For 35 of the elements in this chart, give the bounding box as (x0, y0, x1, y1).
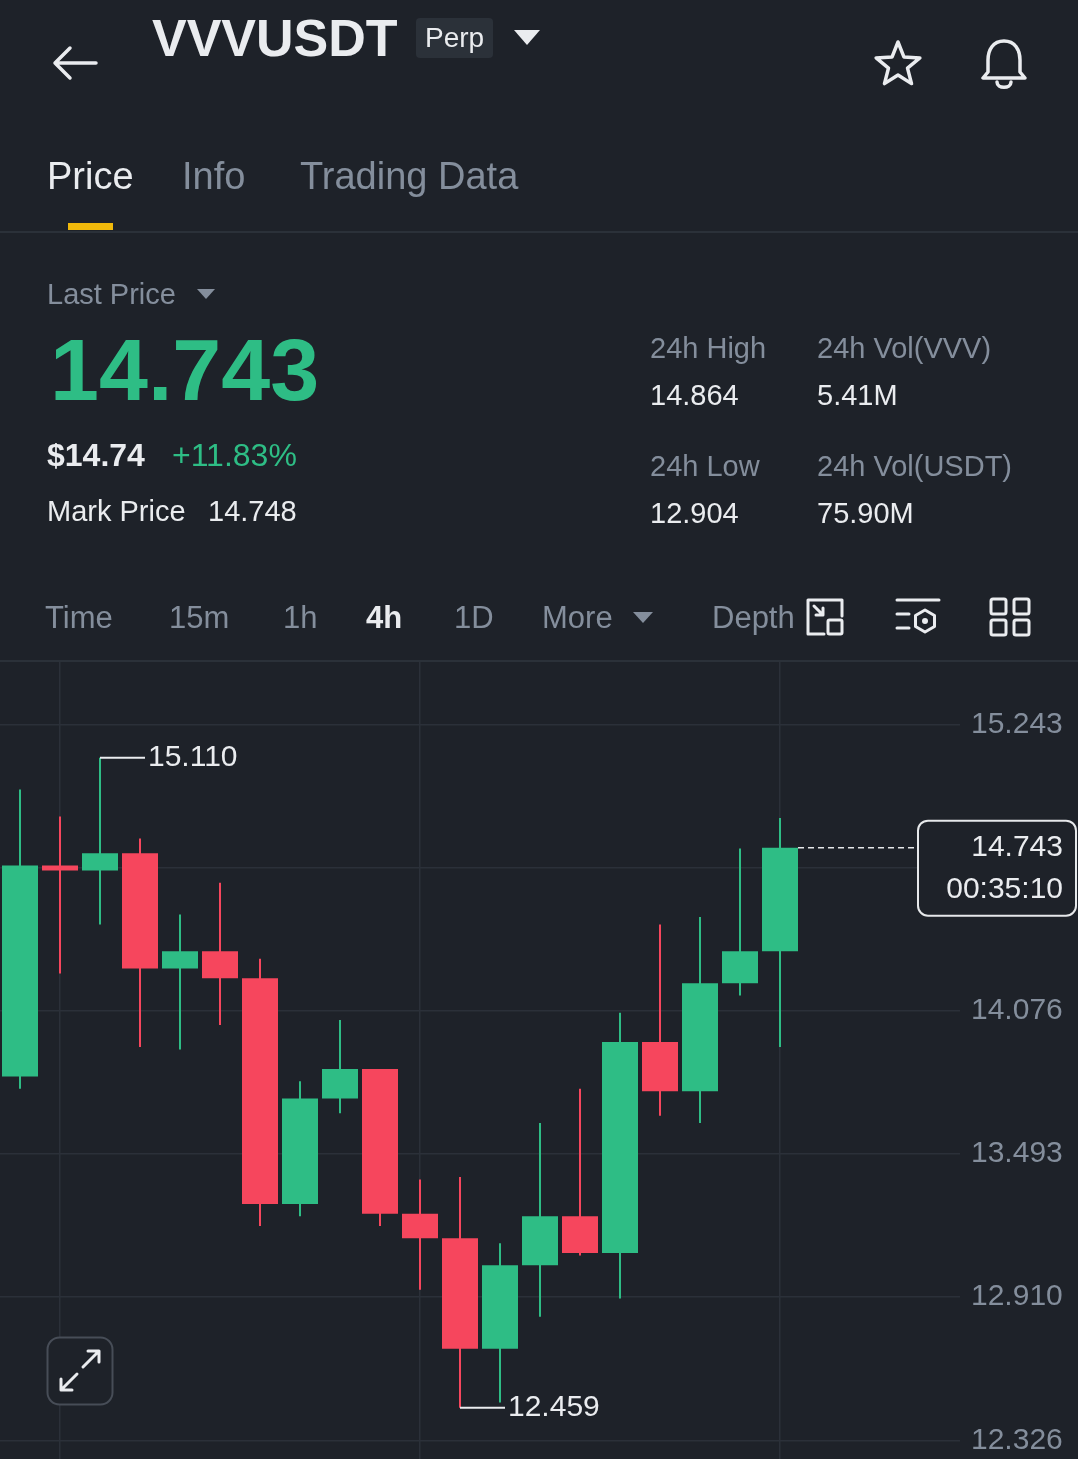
text: 14.864 (650, 378, 739, 411)
text: 24h Vol(USDT) (817, 449, 1013, 482)
text: 4h (366, 599, 403, 635)
text: 1h (283, 599, 318, 635)
y-tick-label: 14.076 (971, 992, 1063, 1026)
chart-title: VVVUSDT (152, 8, 398, 68)
text: +11.83% (172, 437, 297, 473)
text: Last Price (47, 277, 176, 310)
y-tick-label: 15.243 (971, 706, 1063, 740)
y-tick-label: 13.493 (971, 1135, 1063, 1169)
text: 14.748 (208, 494, 297, 527)
text: 24h High (650, 331, 767, 364)
text: 12.904 (650, 496, 739, 529)
text: Depth (712, 599, 795, 635)
text: 1D (454, 599, 494, 635)
y-tick-label: 12.910 (971, 1278, 1063, 1312)
text: $14.74 (47, 437, 145, 473)
text: More (542, 599, 613, 635)
text: Mark Price (47, 494, 186, 527)
ref-line-label: 14.743 (971, 828, 1063, 862)
text: 75.90M (817, 496, 914, 529)
text: 5.41M (817, 378, 898, 411)
text: 14.743 (50, 320, 320, 419)
annotation: 15.110 (148, 738, 238, 772)
text: 24h Low (650, 449, 760, 482)
text: Perp (416, 18, 494, 58)
annotation: 12.459 (508, 1389, 600, 1423)
y-tick-label: 12.326 (971, 1421, 1063, 1455)
text: Time (45, 599, 113, 635)
text: Trading Data (300, 155, 519, 197)
text: 15m (169, 599, 230, 635)
annotation: 00:35:10 (946, 870, 1063, 904)
text: 24h Vol(VVV) (817, 331, 992, 364)
text: Info (182, 155, 246, 197)
text: Price (47, 155, 134, 197)
